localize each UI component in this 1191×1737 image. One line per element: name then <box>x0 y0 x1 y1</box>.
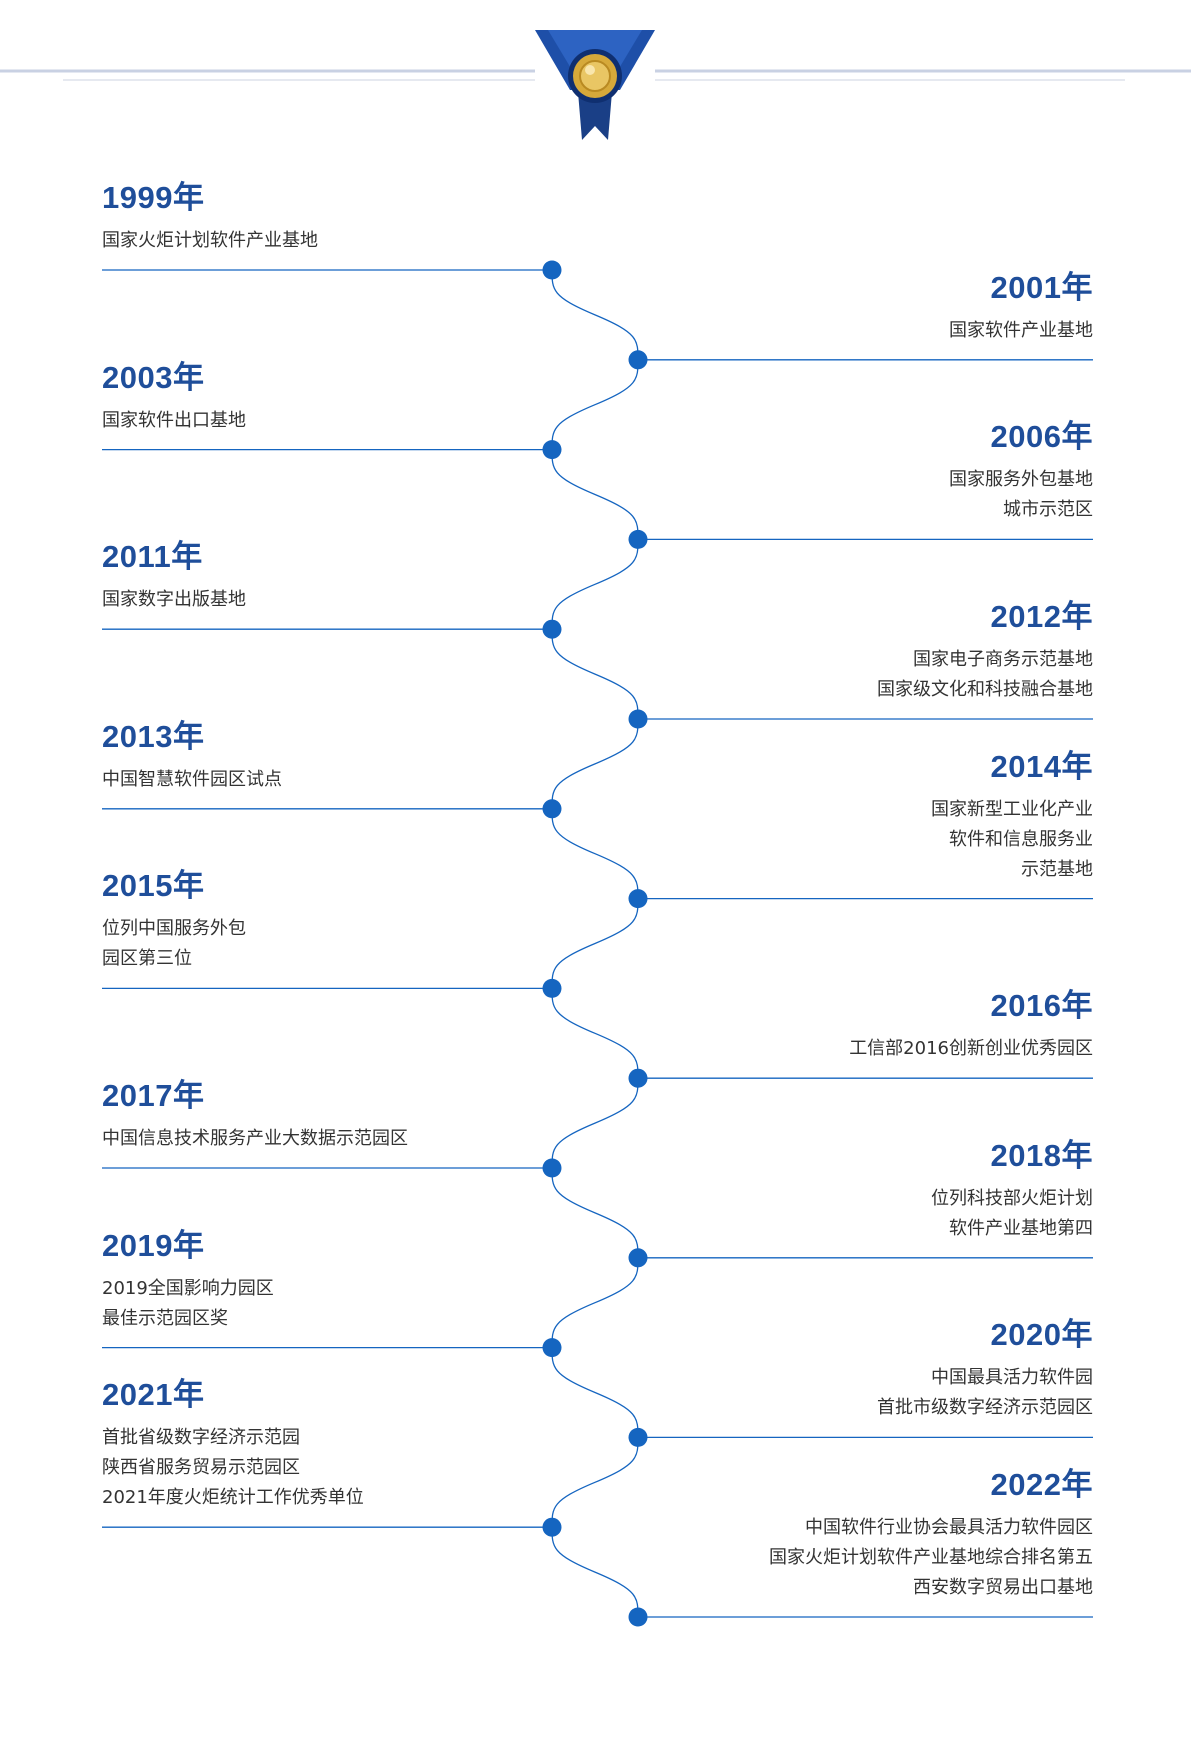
entry-year: 2021年 <box>102 1377 205 1413</box>
timeline-node <box>628 529 648 549</box>
entry-line: 软件和信息服务业 <box>949 828 1093 850</box>
entry-year: 2022年 <box>990 1467 1093 1502</box>
entry-description: 工信部2016创新创业优秀园区 <box>573 1034 1093 1064</box>
entry-line: 国家服务外包基地 <box>949 469 1093 491</box>
entry-line: 国家级文化和科技融合基地 <box>877 679 1093 700</box>
timeline-entry: 2014年国家新型工业化产业软件和信息服务业示范基地 <box>573 749 1093 885</box>
timeline-entry: 2018年位列科技部火炬计划软件产业基地第四 <box>573 1138 1093 1244</box>
timeline-entry: 2011年国家数字出版基地 <box>102 539 622 615</box>
entry-year: 2020年 <box>990 1317 1093 1353</box>
entry-year: 2018年 <box>990 1137 1093 1173</box>
timeline-entry: 1999年国家火炬计划软件产业基地 <box>102 180 622 256</box>
entry-line: 国家软件产业基地 <box>949 319 1093 341</box>
timeline-entry: 2017年中国信息技术服务产业大数据示范园区 <box>102 1078 622 1154</box>
entry-line: 中国信息技术服务产业大数据示范园区 <box>102 1128 408 1149</box>
entry-year: 1999年 <box>102 180 205 215</box>
entry-description: 国家软件产业基地 <box>573 316 1093 346</box>
entry-line: 2021年度火炬统计工作优秀单位 <box>102 1487 364 1509</box>
entry-description: 位列中国服务外包 园区第三位 <box>102 914 622 974</box>
timeline-node <box>628 1068 648 1088</box>
entry-description: 国家数字出版基地 <box>102 585 622 615</box>
entry-year: 2003年 <box>102 359 205 395</box>
entry-line: 中国最具活力软件园 <box>931 1367 1093 1389</box>
timeline-entry: 2016年工信部2016创新创业优秀园区 <box>573 988 1093 1064</box>
medal-shine <box>585 65 595 75</box>
timeline-entry: 2021年首批省级数字经济示范园 陕西省服务贸易示范园区 2021年度火炬统计工作优… <box>102 1377 622 1513</box>
entry-description: 国家软件出口基地 <box>102 406 622 436</box>
entry-line: 中国智慧软件园区试点 <box>102 768 282 790</box>
entry-line: 2019全国影响力园区 <box>102 1277 274 1299</box>
timeline-entry: 2019年 2019全国影响力园区 最佳示范园区奖 <box>102 1228 622 1334</box>
timeline-entry: 2001年国家软件产业基地 <box>573 270 1093 346</box>
entry-line: 陕西省服务贸易示范园区 <box>102 1457 300 1479</box>
timeline-entry: 2013年中国智慧软件园区试点 <box>102 719 622 795</box>
timeline-node <box>628 1607 648 1627</box>
entry-description: 国家火炬计划软件产业基地 <box>102 226 622 256</box>
entry-year: 2019年 <box>102 1227 205 1263</box>
timeline-node <box>628 1248 648 1268</box>
timeline-entry: 2015年位列中国服务外包 园区第三位 <box>102 868 622 974</box>
entry-year: 2015年 <box>102 868 205 904</box>
timeline-curve <box>551 269 639 1618</box>
timeline-node <box>542 1338 562 1358</box>
timeline-node <box>542 978 562 998</box>
entry-line: 国家新型工业化产业 <box>931 798 1093 820</box>
entry-year: 2016年 <box>990 988 1093 1024</box>
entry-description: 中国软件行业协会最具活力软件园区国家火炬计划软件产业基地综合排名第五西安数字贸易… <box>573 1513 1093 1603</box>
medal-center <box>579 60 611 92</box>
entry-description: 国家新型工业化产业软件和信息服务业示范基地 <box>573 795 1093 885</box>
entry-year: 2014年 <box>990 748 1093 784</box>
timeline-node <box>542 440 562 460</box>
entry-year: 2006年 <box>990 419 1093 455</box>
entry-line: 最佳示范园区奖 <box>102 1307 228 1329</box>
ribbon-tail <box>578 92 612 140</box>
entry-line: 首批市级数字经济示范园区 <box>877 1397 1093 1419</box>
entry-description: 首批省级数字经济示范园 陕西省服务贸易示范园区 2021年度火炬统计工作优秀单位 <box>102 1423 622 1513</box>
timeline-node <box>628 709 648 729</box>
entry-line: 国家火炬计划软件产业基地综合排名第五 <box>769 1547 1093 1568</box>
timeline-entry: 2003年国家软件出口基地 <box>102 360 622 436</box>
entry-description: 国家电子商务示范基地国家级文化和科技融合基地 <box>573 645 1093 705</box>
timeline-entry: 2006年国家服务外包基地城市示范区 <box>573 419 1093 525</box>
entry-line: 城市示范区 <box>1003 499 1093 521</box>
timeline-node <box>628 1427 648 1447</box>
timeline-node <box>542 1517 562 1537</box>
entry-description: 国家服务外包基地城市示范区 <box>573 465 1093 525</box>
entry-line: 示范基地 <box>1021 858 1093 880</box>
entry-line: 首批省级数字经济示范园 <box>102 1427 300 1449</box>
timeline-node <box>628 350 648 370</box>
timeline-entry: 2012年国家电子商务示范基地国家级文化和科技融合基地 <box>573 599 1093 705</box>
entry-description: 中国智慧软件园区试点 <box>102 765 622 795</box>
timeline-entry: 2020年中国最具活力软件园首批市级数字经济示范园区 <box>573 1317 1093 1423</box>
entry-line: 位列科技部火炬计划 <box>931 1187 1093 1209</box>
timeline-node <box>628 889 648 909</box>
entry-line: 软件产业基地第四 <box>949 1217 1093 1239</box>
entry-line: 中国软件行业协会最具活力软件园区 <box>805 1517 1093 1538</box>
entry-line: 园区第三位 <box>102 948 192 970</box>
entry-line: 国家火炬计划软件产业基地 <box>102 230 318 251</box>
entry-line: 工信部2016创新创业优秀园区 <box>849 1038 1093 1060</box>
timeline-node <box>542 799 562 819</box>
timeline-node <box>542 260 562 280</box>
timeline-entry: 2022年中国软件行业协会最具活力软件园区国家火炬计划软件产业基地综合排名第五西… <box>573 1467 1093 1603</box>
entry-line: 国家电子商务示范基地 <box>913 649 1093 670</box>
entry-description: 中国信息技术服务产业大数据示范园区 <box>102 1124 622 1154</box>
entry-year: 2017年 <box>102 1078 205 1113</box>
entry-year: 2011年 <box>102 539 203 575</box>
entry-description: 位列科技部火炬计划软件产业基地第四 <box>573 1184 1093 1244</box>
entry-year: 2012年 <box>990 599 1093 634</box>
entry-line: 西安数字贸易出口基地 <box>913 1577 1093 1598</box>
entry-description: 2019全国影响力园区 最佳示范园区奖 <box>102 1274 622 1334</box>
timeline-node <box>542 619 562 639</box>
entry-line: 国家数字出版基地 <box>102 589 246 611</box>
entry-line: 位列中国服务外包 <box>102 918 246 940</box>
entry-year: 2001年 <box>990 269 1093 305</box>
entry-description: 中国最具活力软件园首批市级数字经济示范园区 <box>573 1363 1093 1423</box>
timeline-node <box>542 1158 562 1178</box>
entry-line: 国家软件出口基地 <box>102 409 246 431</box>
entry-year: 2013年 <box>102 718 205 754</box>
